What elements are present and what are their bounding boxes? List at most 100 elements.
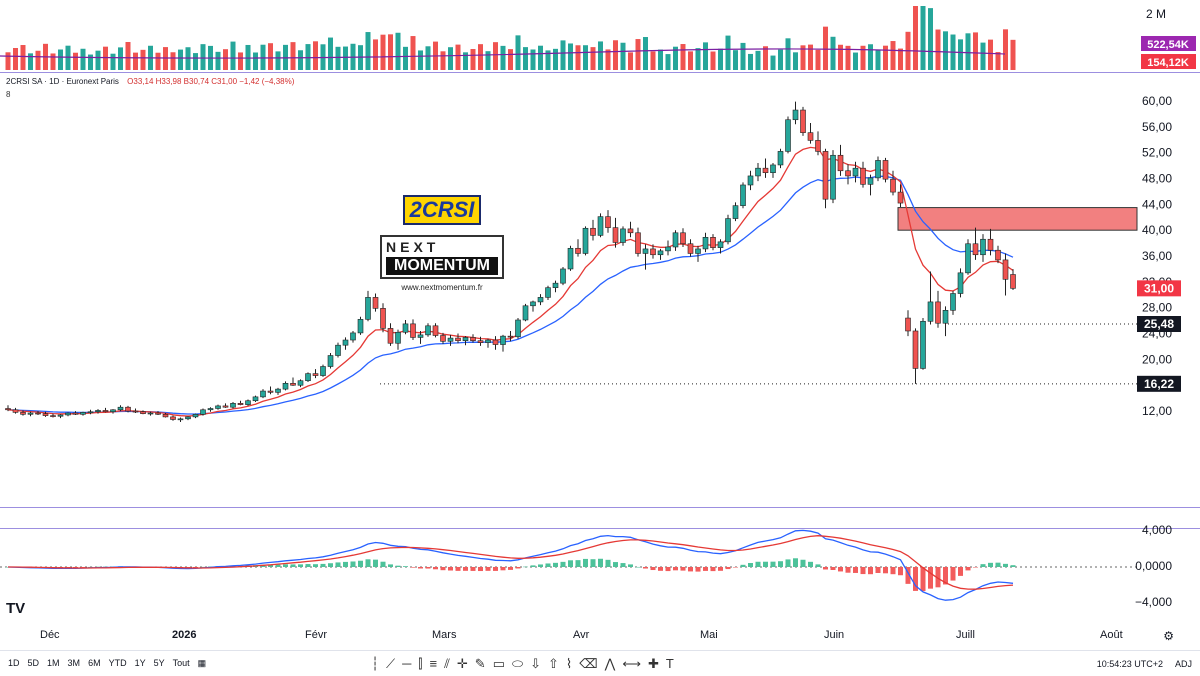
volume-bar xyxy=(583,45,588,70)
volume-bar xyxy=(560,40,566,70)
arrow-up-icon[interactable]: ⇧ xyxy=(548,655,559,671)
candle xyxy=(297,379,304,388)
candle-body xyxy=(215,405,221,409)
macd-panel[interactable]: 4,000 0,0000 −4,000 xyxy=(0,522,1200,622)
tradingview-logo: TV xyxy=(6,600,26,617)
ellipse-icon[interactable]: ⬭ xyxy=(511,655,524,671)
tf-3m[interactable]: 3M xyxy=(67,658,81,668)
channel-icon[interactable]: ⫽ xyxy=(444,655,450,671)
volume-bar xyxy=(80,48,86,70)
volume-bar xyxy=(890,41,896,70)
candle-body xyxy=(440,335,446,342)
tf-1m[interactable]: 1M xyxy=(47,658,60,668)
volume-bar xyxy=(170,52,176,70)
hline-icon[interactable]: ─ xyxy=(402,655,412,671)
rect-icon[interactable]: ▭ xyxy=(492,655,505,671)
candle xyxy=(50,413,56,418)
volume-bar xyxy=(575,45,581,70)
tf-5y[interactable]: 5Y xyxy=(153,658,165,668)
symbol-legend: 2CRSI SA · 1D · Euronext Paris O33,14 H3… xyxy=(6,77,294,99)
volume-bar xyxy=(1003,29,1008,70)
tf-1d[interactable]: 1D xyxy=(8,658,20,668)
macd-histogram-bar xyxy=(620,563,626,567)
volume-bar xyxy=(688,51,693,70)
macd-histogram-bar xyxy=(88,566,93,568)
clock-display[interactable]: 10:54:23 UTC+2 xyxy=(1096,658,1163,669)
candle-body xyxy=(275,388,281,393)
date-range-icon[interactable]: ▦ xyxy=(197,658,207,668)
price-chart[interactable]: 12,0016,0020,0024,0028,0032,0036,0040,00… xyxy=(0,74,1200,514)
candle-body xyxy=(665,246,671,252)
candle xyxy=(897,184,904,207)
eraser-icon[interactable]: ⌫ xyxy=(579,655,598,671)
fib-icon[interactable]: ≡ xyxy=(429,655,438,671)
volume-bar xyxy=(440,51,446,70)
tf-6m[interactable]: 6M xyxy=(88,658,101,668)
macd-histogram-bar xyxy=(785,559,791,567)
candle xyxy=(815,131,821,156)
candle-body xyxy=(125,406,131,412)
candle-body xyxy=(875,160,881,179)
macd-histogram-bar xyxy=(658,567,663,571)
settings-gear-icon[interactable]: ⚙ xyxy=(1163,629,1174,643)
measure-icon[interactable]: ⟷ xyxy=(622,655,641,671)
macd-histogram-bar xyxy=(455,567,461,571)
candle xyxy=(432,323,439,338)
candle xyxy=(357,316,364,335)
candle xyxy=(470,334,476,343)
volume-bar xyxy=(485,51,491,70)
candle xyxy=(327,352,334,369)
candle xyxy=(867,174,874,196)
candle xyxy=(852,161,859,183)
cursor-icon[interactable]: ┆ xyxy=(371,655,379,671)
candle xyxy=(260,389,266,399)
ruler-icon[interactable]: ⌇ xyxy=(565,655,573,671)
volume-max-label: 2 M xyxy=(1146,7,1166,21)
indicator-count[interactable]: 8 xyxy=(6,90,11,99)
tf-1y[interactable]: 1Y xyxy=(134,658,146,668)
macd-histogram-bar xyxy=(395,565,401,567)
volume-ma-line xyxy=(0,48,1006,59)
arrow-down-icon[interactable]: ⇩ xyxy=(530,655,541,671)
volume-bar xyxy=(695,48,701,70)
crosshair-icon[interactable]: ✛ xyxy=(456,655,468,671)
line-icon[interactable]: ⟋ xyxy=(385,655,396,671)
pitchfork-icon[interactable]: ⫿ xyxy=(418,655,423,671)
volume-bar xyxy=(388,34,393,70)
adj-toggle[interactable]: ADJ xyxy=(1174,658,1192,669)
candle xyxy=(72,411,79,415)
candle xyxy=(290,377,296,386)
candle xyxy=(582,226,589,256)
macd-signal-line xyxy=(8,535,1014,590)
y-tick-label: 12,00 xyxy=(1142,404,1172,418)
volume-bar xyxy=(305,44,311,70)
macd-histogram-bar xyxy=(80,567,86,568)
macd-histogram-bar xyxy=(283,564,288,567)
candle-body xyxy=(95,410,101,413)
zoom-icon[interactable]: ✚ xyxy=(647,655,659,671)
candle xyxy=(492,336,499,350)
tf-5d[interactable]: 5D xyxy=(27,658,40,668)
volume-bar xyxy=(598,41,603,70)
macd-histogram-bar xyxy=(568,560,573,567)
candle xyxy=(372,293,379,312)
macd-histogram-bar xyxy=(823,567,828,570)
candle-body xyxy=(860,167,866,185)
pattern-icon[interactable]: ⋀ xyxy=(604,655,616,671)
tf-ytd[interactable]: YTD xyxy=(108,658,127,668)
brush-icon[interactable]: ✎ xyxy=(474,655,486,671)
tf-all[interactable]: Tout xyxy=(172,658,190,668)
symbol-title[interactable]: 2CRSI SA · 1D · Euronext Paris xyxy=(6,77,119,86)
candle-body xyxy=(72,412,79,415)
volume-bar xyxy=(140,49,146,70)
candle xyxy=(530,300,536,312)
volume-bar xyxy=(418,50,423,70)
candle xyxy=(365,290,371,322)
macd-histogram-bar xyxy=(200,566,206,568)
macd-histogram-bar xyxy=(380,561,386,567)
macd-histogram-bar xyxy=(793,558,798,567)
text-icon[interactable]: T xyxy=(665,655,674,671)
candle-body xyxy=(732,205,739,219)
candle xyxy=(335,342,341,358)
candle xyxy=(177,417,184,423)
